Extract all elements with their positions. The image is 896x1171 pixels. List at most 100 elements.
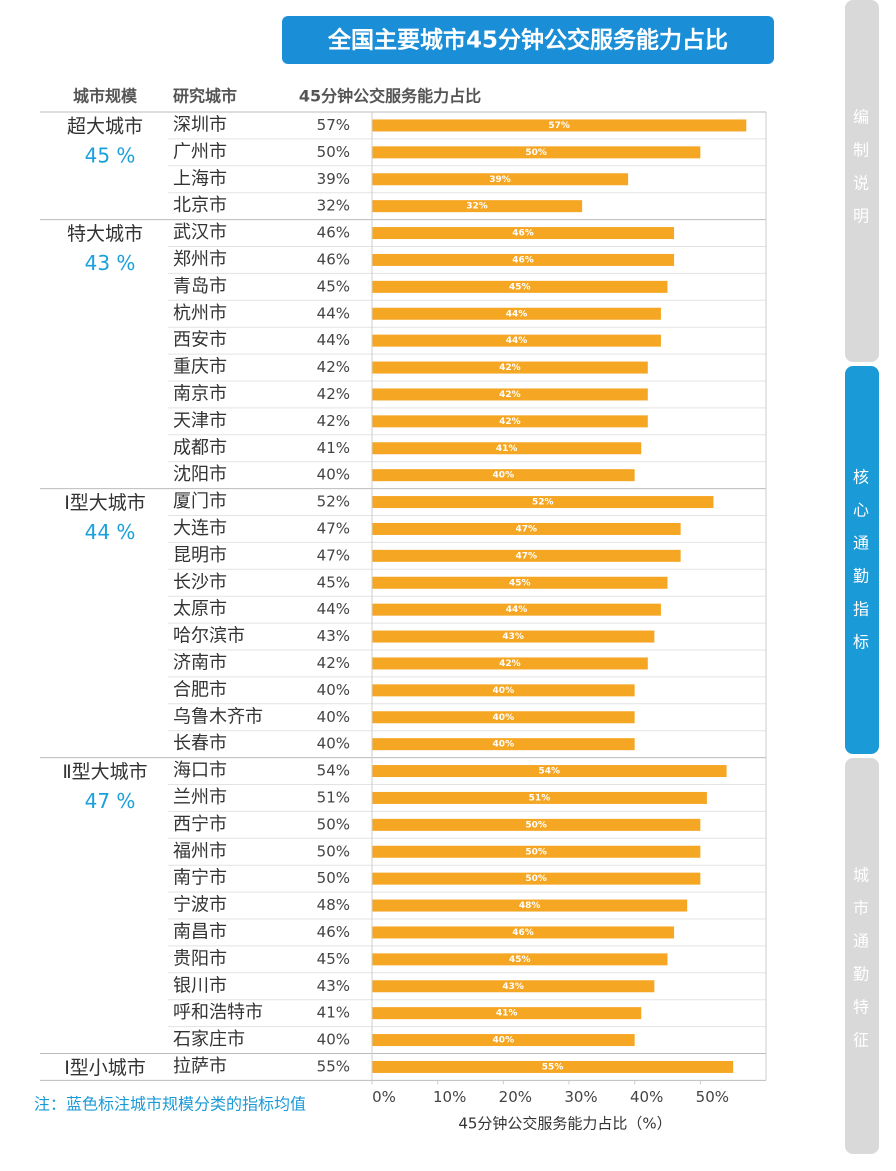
percent-label: 40% bbox=[317, 708, 350, 726]
percent-label: 46% bbox=[317, 224, 350, 242]
city-name: 北京市 bbox=[173, 195, 227, 216]
city-name: 南京市 bbox=[173, 383, 227, 404]
city-name: 兰州市 bbox=[173, 787, 227, 808]
group-name: Ⅰ型小城市 bbox=[64, 1057, 146, 1079]
bar bbox=[372, 361, 648, 374]
sidebar-tab-label: 市 bbox=[853, 899, 869, 918]
x-tick-label: 50% bbox=[696, 1088, 729, 1106]
bar-value-label: 48% bbox=[519, 901, 541, 911]
city-name: 沈阳市 bbox=[173, 464, 227, 485]
title-box bbox=[282, 16, 774, 64]
bar-value-label: 39% bbox=[489, 175, 511, 185]
sidebar-tab-label: 通 bbox=[853, 932, 869, 951]
percent-label: 51% bbox=[317, 788, 350, 806]
bar bbox=[372, 738, 635, 751]
city-name: 上海市 bbox=[173, 168, 227, 189]
bar-value-label: 50% bbox=[525, 874, 547, 884]
percent-label: 47% bbox=[317, 519, 350, 537]
percent-label: 54% bbox=[317, 762, 350, 780]
percent-label: 50% bbox=[317, 815, 350, 833]
bar-value-label: 44% bbox=[506, 605, 528, 615]
column-header: 45分钟公交服务能力占比 bbox=[299, 87, 481, 106]
percent-label: 40% bbox=[317, 466, 350, 484]
bar-value-label: 44% bbox=[506, 336, 528, 346]
column-header: 城市规模 bbox=[73, 87, 138, 106]
percent-label: 42% bbox=[317, 654, 350, 672]
bar bbox=[372, 603, 661, 616]
bar-value-label: 46% bbox=[512, 255, 534, 265]
percent-label: 48% bbox=[317, 896, 350, 914]
bar bbox=[372, 630, 655, 643]
bar bbox=[372, 549, 681, 562]
column-header: 研究城市 bbox=[173, 87, 237, 106]
bar bbox=[372, 684, 635, 697]
city-name: 成都市 bbox=[173, 437, 227, 458]
city-name: 哈尔滨市 bbox=[173, 626, 245, 647]
percent-label: 42% bbox=[317, 412, 350, 430]
bar bbox=[372, 765, 727, 778]
bar-value-label: 42% bbox=[499, 659, 521, 669]
bar bbox=[372, 146, 701, 159]
bar bbox=[372, 872, 701, 885]
city-name: 南昌市 bbox=[173, 921, 227, 942]
percent-label: 45% bbox=[317, 573, 350, 591]
bar-value-label: 45% bbox=[509, 578, 531, 588]
city-name: 海口市 bbox=[173, 760, 227, 781]
percent-label: 44% bbox=[317, 331, 350, 349]
sidebar-tab-label: 勤 bbox=[853, 567, 869, 586]
bar bbox=[372, 119, 747, 132]
bar-value-label: 50% bbox=[525, 847, 547, 857]
sidebar-tab[interactable] bbox=[845, 758, 879, 1154]
bar-value-label: 42% bbox=[499, 417, 521, 427]
bar-value-label: 43% bbox=[502, 982, 524, 992]
bar-value-label: 50% bbox=[525, 820, 547, 830]
sidebar-tab[interactable] bbox=[845, 0, 879, 362]
city-name: 长沙市 bbox=[173, 572, 227, 593]
sidebar-tab-label: 标 bbox=[853, 633, 869, 652]
city-name: 宁波市 bbox=[173, 895, 227, 916]
bar bbox=[372, 200, 583, 213]
percent-label: 40% bbox=[317, 735, 350, 753]
sidebar-tab-label: 制 bbox=[853, 141, 869, 160]
city-name: 西安市 bbox=[173, 330, 227, 351]
bar bbox=[372, 953, 668, 966]
percent-label: 55% bbox=[317, 1057, 350, 1075]
group-name: 超大城市 bbox=[67, 116, 143, 138]
bar-value-label: 52% bbox=[532, 498, 554, 508]
bar bbox=[372, 1034, 635, 1047]
bar-value-label: 43% bbox=[502, 632, 524, 642]
city-name: 昆明市 bbox=[173, 545, 227, 566]
sidebar-tab-active[interactable] bbox=[845, 366, 879, 754]
percent-label: 39% bbox=[317, 170, 350, 188]
percent-label: 50% bbox=[317, 842, 350, 860]
sidebar-tab-label: 城 bbox=[853, 866, 869, 885]
x-tick-label: 0% bbox=[372, 1088, 396, 1106]
bar-value-label: 54% bbox=[539, 767, 561, 777]
bar bbox=[372, 227, 675, 240]
chart-title: 全国主要城市45分钟公交服务能力占比 bbox=[327, 27, 728, 54]
sidebar-tab-label: 核 bbox=[853, 468, 869, 487]
bar bbox=[372, 711, 635, 724]
city-name: 武汉市 bbox=[173, 222, 227, 243]
city-name: 石家庄市 bbox=[173, 1029, 245, 1050]
bar-value-label: 41% bbox=[496, 444, 518, 454]
sidebar-tab-label: 通 bbox=[853, 534, 869, 553]
bar bbox=[372, 980, 655, 993]
bar-value-label: 46% bbox=[512, 229, 534, 239]
bar bbox=[372, 307, 661, 320]
percent-label: 50% bbox=[317, 869, 350, 887]
bar bbox=[372, 469, 635, 482]
bar bbox=[372, 280, 668, 293]
city-name: 济南市 bbox=[173, 652, 227, 673]
sidebar-tab-label: 明 bbox=[853, 207, 869, 226]
city-name: 重庆市 bbox=[173, 357, 227, 378]
bar bbox=[372, 818, 701, 831]
bar bbox=[372, 657, 648, 670]
x-tick-label: 10% bbox=[433, 1088, 466, 1106]
city-name: 天津市 bbox=[173, 410, 227, 431]
percent-label: 44% bbox=[317, 600, 350, 618]
sidebar-tab-label: 指 bbox=[853, 600, 869, 619]
group-name: Ⅰ型大城市 bbox=[64, 492, 146, 514]
bar bbox=[372, 173, 629, 186]
